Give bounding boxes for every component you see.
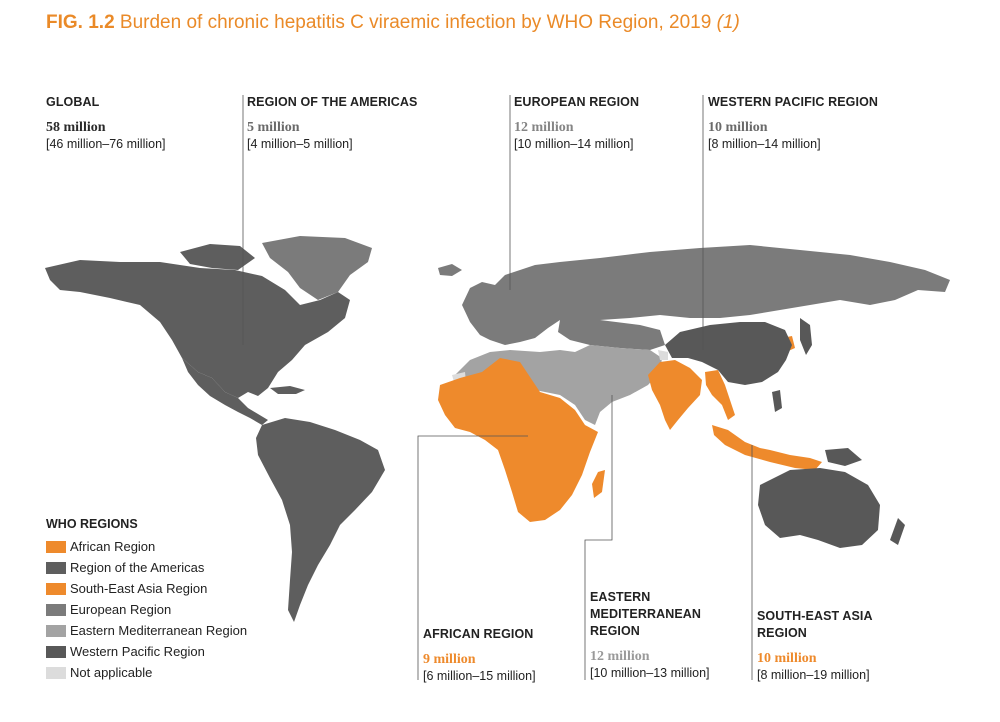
region-iceland — [438, 264, 462, 276]
callout-sea-name-1: SOUTH-EAST ASIA — [757, 609, 873, 623]
region-madagascar — [592, 470, 605, 498]
callout-americas-value: 5 million — [247, 120, 300, 135]
callout-global-value: 58 million — [46, 120, 106, 135]
legend-item: South-East Asia Region — [46, 578, 247, 599]
callout-western-pacific-range: [8 million–14 million] — [708, 137, 821, 151]
leader-african — [417, 435, 528, 680]
legend-title: WHO REGIONS — [46, 517, 138, 531]
legend-item: European Region — [46, 599, 247, 620]
region-africa — [438, 358, 598, 522]
legend-swatch — [46, 645, 66, 658]
callout-western-pacific: WESTERN PACIFIC REGION 10 million [8 mil… — [708, 94, 878, 152]
callout-european: EUROPEAN REGION 12 million [10 million–1… — [514, 94, 639, 152]
region-arctic-islands — [180, 244, 255, 270]
legend-item: Western Pacific Region — [46, 641, 247, 662]
callout-americas-range: [4 million–5 million] — [247, 137, 353, 151]
region-north-america — [45, 260, 350, 398]
region-india — [648, 360, 702, 430]
callout-americas-name: REGION OF THE AMERICAS — [247, 95, 418, 109]
legend-label: Region of the Americas — [70, 560, 205, 575]
legend-item: Region of the Americas — [46, 557, 247, 578]
callout-western-pacific-name: WESTERN PACIFIC REGION — [708, 95, 879, 109]
callout-african-value: 9 million — [423, 652, 476, 667]
figure-title-text: Burden of chronic hepatitis C viraemic i… — [119, 12, 712, 33]
callout-global: GLOBAL 58 million [46 million–76 million… — [46, 94, 166, 152]
figure-citation: (1) — [716, 12, 740, 33]
region-png — [825, 448, 862, 466]
legend-swatch — [46, 624, 66, 637]
legend-label: Not applicable — [70, 665, 153, 680]
callout-african: AFRICAN REGION 9 million [6 million–15 m… — [423, 626, 536, 684]
region-not-applicable-kashmir — [658, 350, 668, 360]
region-philippines — [772, 390, 782, 412]
callout-eastern-med-name-1: EASTERN — [590, 590, 651, 604]
legend: WHO REGIONS African Region Region of the… — [46, 517, 247, 683]
legend-label: African Region — [70, 539, 156, 554]
region-china — [665, 322, 792, 385]
callout-african-range: [6 million–15 million] — [423, 669, 536, 683]
legend-label: South-East Asia Region — [70, 581, 208, 596]
callout-eastern-med-value: 12 million — [590, 649, 650, 664]
callout-african-name: AFRICAN REGION — [423, 627, 534, 641]
region-japan — [800, 318, 812, 355]
legend-item: Not applicable — [46, 662, 247, 683]
figure-title: FIG. 1.2 Burden of chronic hepatitis C v… — [46, 12, 740, 34]
legend-swatch — [46, 603, 66, 616]
region-caribbean — [270, 386, 305, 394]
callout-sea-range: [8 million–19 million] — [757, 668, 870, 682]
callout-european-name: EUROPEAN REGION — [514, 95, 640, 109]
legend-swatch — [46, 540, 66, 553]
region-central-asia — [558, 320, 665, 350]
legend-label: Western Pacific Region — [70, 644, 205, 659]
region-se-asia-mainland — [705, 370, 735, 420]
callout-sea-name-2: REGION — [757, 626, 807, 640]
figure-number: FIG. 1.2 — [46, 12, 115, 33]
legend-swatch — [46, 666, 66, 679]
legend-swatch — [46, 582, 66, 595]
callout-americas: REGION OF THE AMERICAS 5 million [4 mill… — [247, 94, 418, 152]
legend-label: European Region — [70, 602, 172, 617]
region-central-america — [182, 358, 268, 425]
callout-south-east-asia: SOUTH-EAST ASIA REGION 10 million [8 mil… — [757, 608, 873, 683]
legend-label: Eastern Mediterranean Region — [70, 623, 248, 638]
region-indonesia — [712, 425, 822, 470]
legend-swatch — [46, 561, 66, 574]
region-australia — [758, 468, 880, 548]
callout-eastern-med-name-3: REGION — [590, 624, 640, 638]
callout-western-pacific-value: 10 million — [708, 120, 768, 135]
callout-global-range: [46 million–76 million] — [46, 137, 166, 151]
legend-item: Eastern Mediterranean Region — [46, 620, 247, 641]
callout-eastern-med: EASTERN MEDITERRANEAN REGION 12 million … — [590, 589, 710, 681]
callout-global-name: GLOBAL — [46, 95, 100, 109]
legend-item: African Region — [46, 536, 247, 557]
region-greenland — [262, 236, 372, 300]
callout-european-range: [10 million–14 million] — [514, 137, 634, 151]
callout-eastern-med-name-2: MEDITERRANEAN — [590, 607, 702, 621]
region-new-zealand — [890, 518, 905, 545]
callout-sea-value: 10 million — [757, 651, 817, 666]
leader-eastern-med — [584, 395, 613, 680]
callout-eastern-med-range: [10 million–13 million] — [590, 666, 710, 680]
callout-european-value: 12 million — [514, 120, 574, 135]
region-south-america — [256, 418, 385, 622]
